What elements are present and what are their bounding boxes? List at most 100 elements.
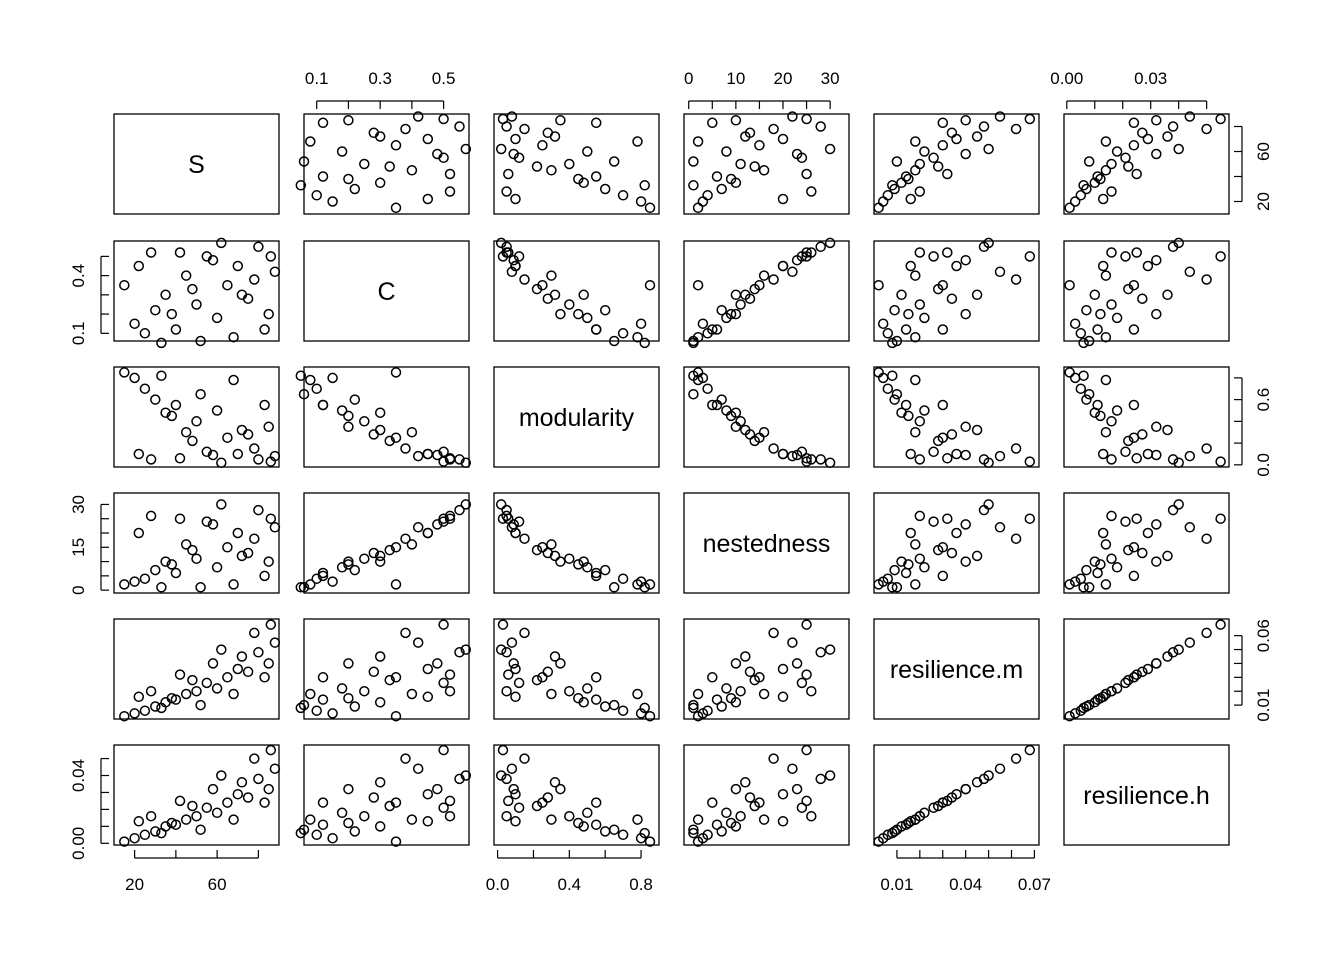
data-point <box>978 504 990 516</box>
data-point <box>1215 456 1226 467</box>
data-point <box>590 797 602 808</box>
data-point <box>806 810 817 822</box>
data-point <box>1131 247 1142 258</box>
data-point <box>506 763 518 774</box>
data-point <box>1128 324 1140 335</box>
data-point <box>438 446 449 458</box>
data-point <box>1120 516 1131 527</box>
data-point <box>311 383 322 394</box>
data-point <box>156 370 167 381</box>
data-point <box>882 328 894 339</box>
data-point <box>1151 421 1162 433</box>
data-point <box>1097 260 1109 272</box>
data-point <box>454 647 465 658</box>
data-point <box>317 797 329 808</box>
data-point <box>412 637 424 648</box>
data-point <box>730 289 742 301</box>
data-point <box>343 783 354 795</box>
data-point <box>758 270 770 281</box>
data-point <box>1215 513 1226 524</box>
data-point <box>777 691 789 703</box>
data-point <box>508 783 519 795</box>
data-point <box>697 318 709 329</box>
data-point <box>1100 579 1112 590</box>
data-point <box>317 171 329 182</box>
panel-resilience-h-vs-nestedness <box>683 744 850 847</box>
data-point <box>914 416 926 427</box>
data-point <box>578 556 589 567</box>
data-point <box>228 688 239 700</box>
data-point <box>495 143 507 155</box>
data-point <box>495 499 507 510</box>
data-point <box>564 158 575 170</box>
data-point <box>644 836 656 847</box>
data-point <box>1100 270 1112 281</box>
data-point <box>919 312 930 324</box>
data-point <box>725 410 737 422</box>
panel-c-vs-c: C <box>303 240 470 342</box>
data-point <box>978 121 990 132</box>
data-point <box>216 644 227 655</box>
data-point <box>317 570 329 582</box>
bottom-tick-label: 0.8 <box>629 875 653 894</box>
data-point <box>249 443 260 454</box>
data-point <box>599 701 611 712</box>
bottom-tick-label: 0.01 <box>880 875 913 894</box>
data-point <box>711 694 723 705</box>
data-point <box>160 289 171 301</box>
panel-frame <box>303 492 470 594</box>
data-point <box>216 237 227 249</box>
data-point <box>702 705 713 716</box>
data-point <box>905 193 916 205</box>
data-point <box>564 553 575 564</box>
data-point <box>374 651 386 662</box>
data-point <box>1215 619 1226 630</box>
data-point <box>139 573 151 584</box>
data-point <box>531 800 543 812</box>
panel-resilience-h-vs-resilience-h: resilience.h <box>1063 744 1230 846</box>
variable-name-nestedness: nestedness <box>703 530 831 558</box>
data-point <box>460 499 472 510</box>
data-point <box>187 800 198 812</box>
data-point <box>725 692 737 704</box>
panel-s-vs-resilience-m <box>873 111 1040 215</box>
data-point <box>1151 658 1162 669</box>
data-point <box>542 547 554 559</box>
data-point <box>343 658 354 669</box>
data-point <box>317 694 329 705</box>
data-point <box>242 666 254 678</box>
data-point <box>608 699 620 711</box>
data-point <box>374 407 386 418</box>
data-point <box>359 158 370 170</box>
data-point <box>599 564 611 576</box>
data-point <box>815 647 826 658</box>
data-point <box>374 424 386 436</box>
data-point <box>259 797 270 808</box>
data-point <box>133 527 145 539</box>
data-point <box>873 279 884 291</box>
data-point <box>716 183 727 195</box>
data-point <box>887 180 898 191</box>
data-point <box>139 705 151 716</box>
data-point <box>903 410 914 422</box>
data-point <box>910 539 921 550</box>
data-point <box>1089 556 1101 567</box>
data-point <box>156 702 167 714</box>
data-point <box>942 513 953 524</box>
data-point <box>1123 283 1134 295</box>
data-point <box>432 519 443 530</box>
panel-resilience-h-vs-s <box>113 744 281 847</box>
data-point <box>932 800 944 812</box>
data-point <box>438 113 449 125</box>
data-point <box>1075 383 1087 394</box>
data-point <box>1097 448 1109 460</box>
data-point <box>749 161 760 172</box>
data-point <box>265 619 277 630</box>
data-point <box>1184 450 1196 462</box>
panel-frame <box>1063 744 1230 846</box>
data-point <box>1131 168 1142 180</box>
data-point <box>510 133 521 145</box>
data-point <box>1081 564 1092 576</box>
data-point <box>932 283 944 295</box>
data-point <box>174 795 186 807</box>
